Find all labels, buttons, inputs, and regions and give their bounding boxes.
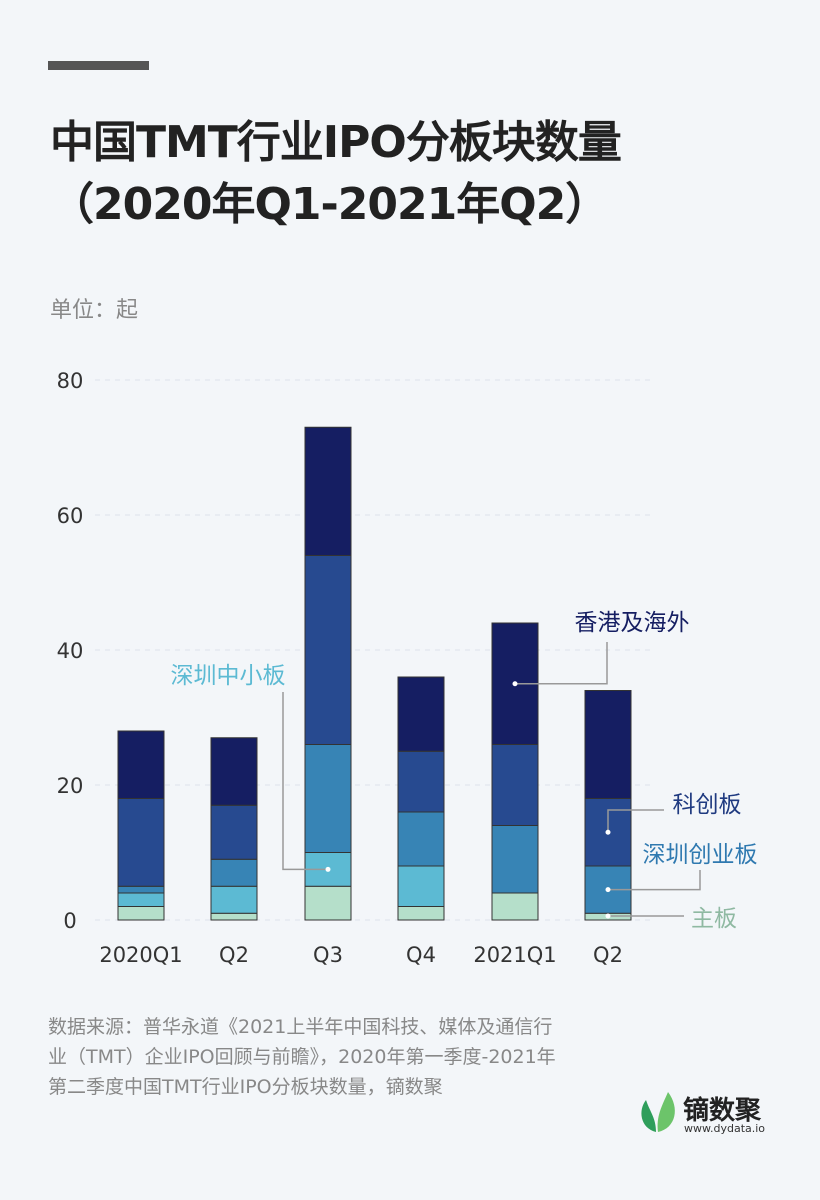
y-tick-label: 20 [57, 774, 84, 798]
logo-name: 镝数聚 [683, 1096, 762, 1126]
bar-segment-4 [117, 730, 165, 799]
x-tick-label: Q4 [406, 943, 436, 967]
x-tick-label: Q2 [593, 943, 623, 967]
chart-title: 中国TMT行业IPO分板块数量 （2020年Q1-2021年Q2） [50, 112, 622, 236]
bar-segment-0 [397, 906, 445, 921]
annotation-leader-line [282, 692, 328, 871]
bar-segment-1 [117, 892, 165, 907]
source-note: 数据来源：普华永道《2021上半年中国科技、媒体及通信行业（TMT）企业IPO回… [48, 1016, 556, 1098]
bar-segment-0 [304, 885, 352, 921]
annotation-dot [325, 866, 331, 872]
x-tick-label: Q2 [219, 943, 249, 967]
y-tick-label: 0 [63, 909, 76, 933]
bar-segment-4 [304, 426, 352, 556]
unit-label: 单位：起 [50, 298, 139, 323]
bar-segment-1 [397, 865, 445, 907]
bar-segment-3 [117, 798, 165, 887]
y-tick-label: 80 [57, 369, 84, 393]
logo-url: www.dydata.io [684, 1122, 766, 1135]
series-label: 深圳中小板 [171, 663, 286, 689]
stacked-bar-chart: 0 20 40 60 80 2020Q1 Q2 Q3 Q4 2021Q1 Q2 深圳中小板 香港及海外科… [57, 369, 758, 967]
bar-segment-2 [397, 811, 445, 867]
title-accent-bar [48, 61, 149, 70]
annotation-leader-line [608, 870, 701, 891]
bar-segment-3 [491, 744, 539, 826]
bar-segment-2 [491, 825, 539, 894]
annotation-dot [605, 913, 611, 919]
annotation-dot [605, 829, 611, 835]
title-line-2: （2020年Q1-2021年Q2） [50, 179, 609, 230]
x-tick-label: 2020Q1 [99, 943, 182, 967]
bar-segment-3 [210, 804, 258, 860]
bar-segment-4 [584, 690, 632, 799]
annotation-dot [605, 887, 611, 893]
x-tick-label: Q3 [313, 943, 343, 967]
annotation-dot [512, 681, 518, 687]
title-line-1: 中国TMT行业IPO分板块数量 [50, 117, 622, 168]
bar-segment-0 [210, 912, 258, 921]
bar-segment-4 [397, 676, 445, 752]
bar-segment-4 [210, 737, 258, 806]
bar-segment-2 [117, 885, 165, 894]
series-label: 深圳创业板 [643, 842, 758, 868]
series-label: 主板 [691, 906, 737, 932]
bar-segment-3 [304, 555, 352, 745]
bar-segment-0 [491, 892, 539, 921]
bar-segment-2 [210, 858, 258, 887]
annotation-leader-line [515, 642, 608, 685]
logo-leaf-icon [641, 1092, 675, 1132]
series-label: 香港及海外 [575, 610, 690, 636]
x-tick-label: 2021Q1 [473, 943, 556, 967]
y-tick-label: 60 [57, 504, 84, 528]
bar-segment-3 [397, 750, 445, 813]
series-label: 科创板 [673, 792, 742, 818]
annotation-leader-line [607, 809, 664, 833]
y-tick-label: 40 [57, 639, 84, 663]
bar-segment-2 [304, 744, 352, 853]
bar-segment-1 [210, 885, 258, 914]
bar-segment-0 [117, 906, 165, 921]
